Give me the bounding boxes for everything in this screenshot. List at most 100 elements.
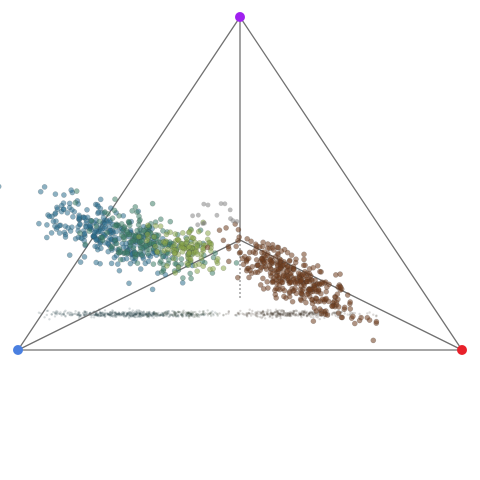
shadow-point	[164, 312, 168, 315]
shadow-point	[68, 313, 71, 316]
shadow-point	[106, 312, 109, 316]
data-point	[318, 310, 325, 317]
shadow-point	[155, 312, 158, 315]
shadow-point	[302, 311, 306, 314]
data-point	[0, 183, 2, 190]
shadow-point	[55, 313, 59, 316]
data-point	[248, 238, 254, 245]
data-point	[185, 262, 192, 268]
data-point	[86, 228, 93, 234]
shadow-point	[272, 312, 275, 315]
shadow-point	[200, 313, 203, 316]
shadow-point	[300, 312, 303, 316]
shadow-point	[255, 311, 258, 314]
shadow-point	[206, 312, 209, 315]
shadow-point	[129, 311, 132, 315]
data-point	[112, 223, 118, 229]
shadow-point	[286, 313, 289, 316]
data-point	[222, 201, 228, 207]
shadow-point	[302, 313, 305, 317]
shadow-point	[70, 311, 73, 314]
shadow-point	[271, 314, 274, 317]
data-point	[116, 267, 123, 274]
shadow-point	[121, 311, 124, 314]
data-point	[43, 234, 50, 241]
shadow-point	[152, 313, 156, 316]
shadow-point	[214, 311, 217, 314]
data-point	[139, 245, 145, 252]
shadow-point	[128, 315, 131, 318]
data-point	[186, 229, 193, 235]
data-point	[269, 270, 276, 277]
shadow-point	[132, 314, 135, 317]
shadow-point	[292, 310, 295, 313]
shadow-point	[299, 313, 302, 316]
shadow-point	[135, 311, 139, 314]
shadow-point	[85, 312, 88, 316]
shadow-point	[151, 312, 155, 315]
data-point	[132, 204, 139, 210]
data-point	[164, 246, 171, 253]
shadow-point	[252, 313, 255, 316]
shadow-point	[132, 314, 136, 317]
shadow-point	[186, 312, 190, 316]
data-point	[187, 270, 194, 277]
shadow-point	[125, 313, 128, 317]
shadow-point	[85, 311, 89, 314]
shadow-point	[133, 312, 136, 316]
shadow-point	[111, 315, 115, 318]
shadow-point	[301, 313, 304, 316]
shadow-point	[186, 311, 189, 315]
shadow-point	[93, 314, 97, 317]
data-point	[37, 188, 44, 195]
shadow-point	[308, 311, 312, 314]
shadow-point	[185, 311, 189, 315]
shadow-point	[309, 315, 313, 319]
shadow-point	[110, 312, 113, 316]
data-point	[50, 218, 57, 225]
shadow-point	[180, 313, 183, 316]
shadow-point	[138, 312, 142, 315]
shadow-point	[187, 315, 190, 318]
shadow-point	[310, 311, 314, 315]
shadow-point	[330, 312, 334, 315]
shadow-point	[164, 310, 167, 314]
shadow-point	[255, 312, 259, 315]
shadow-point	[184, 311, 187, 314]
data-point	[194, 242, 200, 249]
shadow-point	[133, 311, 136, 314]
shadow-point	[247, 311, 251, 315]
shadow-point	[199, 314, 202, 317]
shadow-point	[115, 312, 118, 315]
shadow-point	[261, 315, 264, 319]
data-point	[144, 237, 150, 244]
shadow-point	[368, 311, 371, 314]
data-point	[284, 268, 291, 274]
shadow-point	[286, 314, 289, 317]
shadow-point	[113, 311, 116, 314]
shadow-point	[259, 312, 262, 316]
data-point	[199, 245, 206, 252]
shadow-point	[107, 312, 111, 315]
shadow-point	[79, 313, 83, 317]
shadow-point	[161, 313, 165, 316]
shadow-point	[181, 311, 184, 315]
shadow-point	[95, 312, 98, 315]
shadow-point	[83, 310, 86, 313]
shadow-point	[125, 314, 128, 317]
data-point	[107, 235, 114, 241]
shadow-point	[135, 312, 139, 315]
shadow-point	[196, 315, 199, 318]
shadow-point	[294, 312, 297, 315]
shadow-point	[128, 313, 131, 316]
shadow-point	[313, 313, 316, 316]
shadow-point	[134, 313, 137, 316]
shadow-point	[286, 311, 290, 315]
shadow-point	[192, 315, 195, 319]
data-point	[227, 207, 233, 213]
shadow-point	[261, 310, 264, 313]
shadow-point	[134, 313, 137, 316]
shadow-point	[117, 313, 121, 316]
shadow-point	[117, 313, 120, 317]
shadow-point	[152, 312, 155, 316]
